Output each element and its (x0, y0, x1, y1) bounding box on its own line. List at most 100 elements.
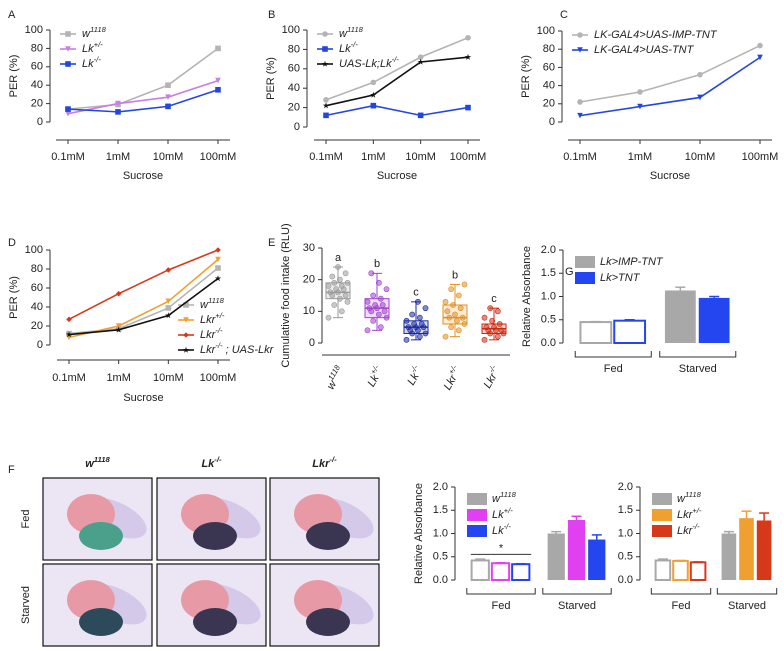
bar (579, 321, 613, 345)
data-point (461, 281, 468, 288)
series-marker (165, 305, 172, 311)
data-point (381, 308, 388, 315)
legend-swatch (575, 256, 595, 268)
data-point (370, 317, 377, 324)
series-marker (465, 104, 471, 111)
x-axis-title: Sucrose (377, 170, 417, 182)
data-point (364, 327, 371, 334)
panel-label: E (268, 237, 275, 249)
data-point (453, 317, 460, 324)
y-tick-label: 60 (31, 282, 43, 294)
legend-label: Lk-/- (492, 522, 511, 537)
y-tick-label: 0 (309, 337, 315, 349)
data-point (487, 305, 494, 312)
panel-label: C (560, 9, 568, 21)
data-point (383, 314, 390, 321)
legend-label: Lk+/- (492, 506, 513, 521)
legend-marker (577, 47, 583, 53)
data-point (416, 333, 423, 340)
series-line (325, 104, 469, 117)
series-marker (115, 100, 121, 107)
column-label: Lkr-/- (312, 455, 337, 470)
y-tick-label: 1.5 (541, 267, 556, 279)
row-label: Starved (20, 586, 32, 624)
fly-abdomen (79, 608, 123, 636)
panel-label: F (8, 464, 15, 476)
x-axis-title: Sucrose (650, 170, 690, 182)
series-marker (637, 89, 643, 95)
legend-marker (322, 46, 328, 52)
data-point (329, 273, 336, 280)
series-marker (215, 77, 221, 84)
series-marker (115, 290, 122, 297)
bar (588, 539, 606, 580)
x-tick-label: 1mM (361, 151, 385, 163)
data-point (377, 295, 384, 302)
legend-marker (65, 61, 71, 67)
series-marker (165, 312, 172, 319)
row-label: Fed (20, 510, 32, 529)
data-point (442, 333, 449, 340)
y-tick-label: 0 (37, 339, 43, 351)
series-line (68, 258, 219, 339)
legend-label: w1118 (339, 25, 364, 40)
y-tick-label: 80 (31, 263, 43, 275)
data-point (333, 286, 339, 293)
legend-marker (182, 346, 190, 353)
group-bracket (716, 588, 778, 595)
y-axis-title: PER (%) (520, 55, 532, 98)
series-line (68, 249, 219, 321)
data-point (383, 286, 390, 293)
data-point (494, 333, 501, 340)
data-point (325, 283, 332, 289)
y-tick-label: 40 (288, 82, 300, 94)
data-point (446, 314, 453, 321)
series-marker (65, 106, 71, 112)
y-tick-label: 0.0 (541, 337, 556, 349)
data-point (338, 308, 345, 315)
y-tick-label: 1.5 (618, 504, 633, 516)
series-marker (165, 267, 172, 273)
x-tick-label: Starved (558, 600, 596, 612)
series-marker (370, 102, 377, 109)
series-marker (115, 326, 122, 333)
data-point (411, 321, 417, 327)
x-tick-label: Fed (672, 600, 691, 612)
y-tick-label: 20 (31, 320, 43, 332)
group-letter: a (335, 252, 342, 264)
data-point (483, 324, 490, 331)
x-axis-title: Sucrose (123, 392, 163, 404)
data-point (325, 314, 332, 321)
series-marker (697, 71, 703, 78)
legend-marker (65, 31, 71, 37)
series-marker (417, 54, 424, 60)
y-tick-label: 20 (303, 274, 315, 286)
legend-label: w1118 (200, 296, 225, 311)
legend-swatch (467, 509, 487, 521)
y-tick-label: 0.5 (618, 551, 633, 563)
x-tick-label: 10mM (153, 151, 184, 163)
series-line (325, 37, 469, 101)
y-tick-label: 100 (537, 25, 555, 37)
data-point (331, 302, 338, 308)
y-tick-label: 60 (31, 61, 43, 73)
data-point (370, 292, 377, 299)
legend-label: w1118 (492, 490, 517, 505)
x-tick-label: Lkr-/- (479, 363, 504, 391)
series-marker (215, 265, 221, 271)
series-marker (165, 82, 171, 88)
data-point (379, 302, 386, 308)
legend-label: Lk>IMP-TNT (600, 256, 664, 268)
x-tick-label: Lk-/- (402, 363, 425, 387)
y-tick-label: 20 (288, 102, 300, 114)
group-letter: c (413, 287, 419, 299)
data-point (372, 302, 378, 308)
bar (613, 319, 647, 344)
series-marker (577, 99, 583, 105)
bar (739, 518, 754, 580)
y-axis-title: Relative Absorbance (521, 246, 533, 347)
column-label: Lk-/- (201, 455, 222, 470)
column-label: w1118 (85, 455, 110, 470)
series-line (67, 79, 219, 115)
